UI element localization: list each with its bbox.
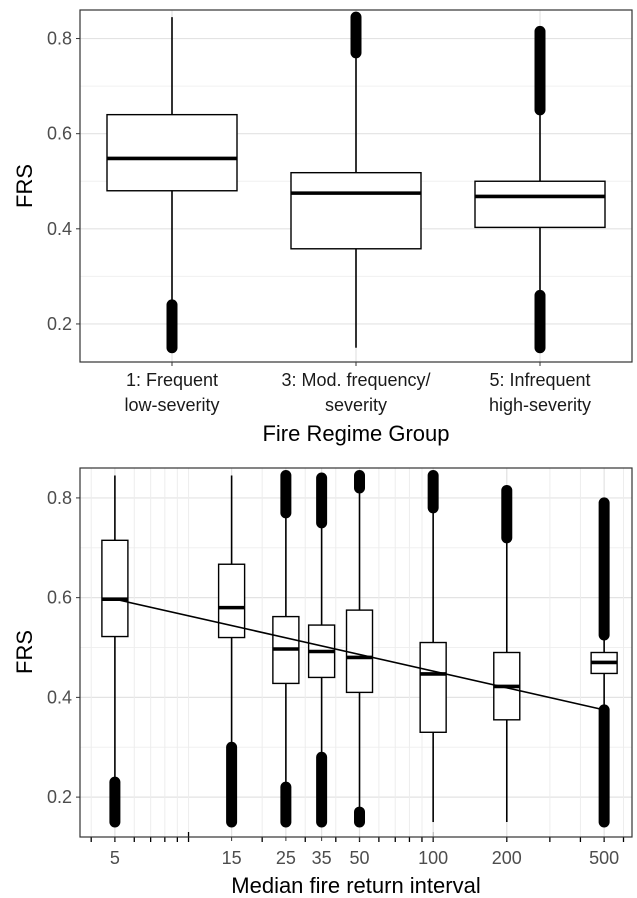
y-tick-label: 0.2 <box>47 787 72 807</box>
upper-outliers <box>501 484 513 544</box>
upper-outliers <box>316 472 328 529</box>
boxplot-group <box>307 472 336 828</box>
upper-outliers <box>534 25 546 116</box>
x-tick-label: 15 <box>222 848 242 868</box>
box-iqr <box>345 609 374 694</box>
fire-return-interval-panel: 0.2 0.4 0.6 0.8 5 15 25 35 50 100 200 500 Median fir… <box>12 467 633 898</box>
y-tick-label: 0.8 <box>47 488 72 508</box>
x-axis-title: Median fire return interval <box>231 873 480 898</box>
boxplot-group <box>590 497 618 828</box>
box-iqr <box>106 113 238 192</box>
upper-outliers <box>598 497 610 641</box>
lower-outliers <box>226 741 238 828</box>
boxplot-group <box>345 469 374 828</box>
boxplot-group <box>106 17 238 354</box>
lower-outliers <box>598 704 610 828</box>
boxplot-group <box>474 25 606 354</box>
y-tick-label: 0.8 <box>47 29 72 49</box>
upper-outliers <box>280 469 292 519</box>
upper-outliers <box>354 469 366 494</box>
category-label: severity <box>325 395 387 415</box>
panel-border <box>79 467 633 838</box>
upper-outliers <box>350 11 362 59</box>
category-label: high-severity <box>489 395 591 415</box>
trend-line <box>114 598 605 711</box>
category-label: 1: Frequent <box>126 370 218 390</box>
category-label: 3: Mod. frequency/ <box>281 370 430 390</box>
y-tick-label: 0.2 <box>47 314 72 334</box>
lower-outliers <box>316 751 328 828</box>
y-tick-label: 0.6 <box>47 124 72 144</box>
x-axis-title: Fire Regime Group <box>262 421 449 446</box>
category-label: 5: Infrequent <box>489 370 590 390</box>
boxplot-group <box>290 11 422 348</box>
x-tick-label: 25 <box>276 848 296 868</box>
y-tick-label: 0.6 <box>47 588 72 608</box>
x-tick-label: 200 <box>492 848 522 868</box>
x-tick-label: 500 <box>589 848 619 868</box>
upper-outliers <box>427 469 439 514</box>
y-tick-label: 0.4 <box>47 687 72 707</box>
fire-regime-group-panel: 0.2 0.4 0.6 0.8 1: Frequent low-severity 3: Mo… <box>12 9 633 446</box>
panel-border <box>79 9 633 363</box>
x-tick-label: 50 <box>349 848 369 868</box>
box-iqr <box>217 563 246 639</box>
y-axis-title: FRS <box>12 630 37 674</box>
boxplot-group <box>272 469 300 828</box>
boxplot-group <box>101 475 129 828</box>
category-label: low-severity <box>124 395 219 415</box>
x-tick-label: 100 <box>418 848 448 868</box>
x-tick-label: 35 <box>312 848 332 868</box>
x-tick-label: 5 <box>110 848 120 868</box>
box-iqr <box>101 539 129 638</box>
lower-outliers <box>280 781 292 828</box>
lower-outliers <box>534 289 546 354</box>
boxplot-group <box>419 469 447 823</box>
lower-outliers <box>109 776 121 828</box>
box-iqr <box>419 641 447 733</box>
lower-outliers <box>354 806 366 828</box>
box-iqr <box>474 180 606 229</box>
y-tick-label: 0.4 <box>47 219 72 239</box>
box-iqr <box>290 171 422 250</box>
y-axis-title: FRS <box>12 164 37 208</box>
lower-outliers <box>166 299 178 354</box>
